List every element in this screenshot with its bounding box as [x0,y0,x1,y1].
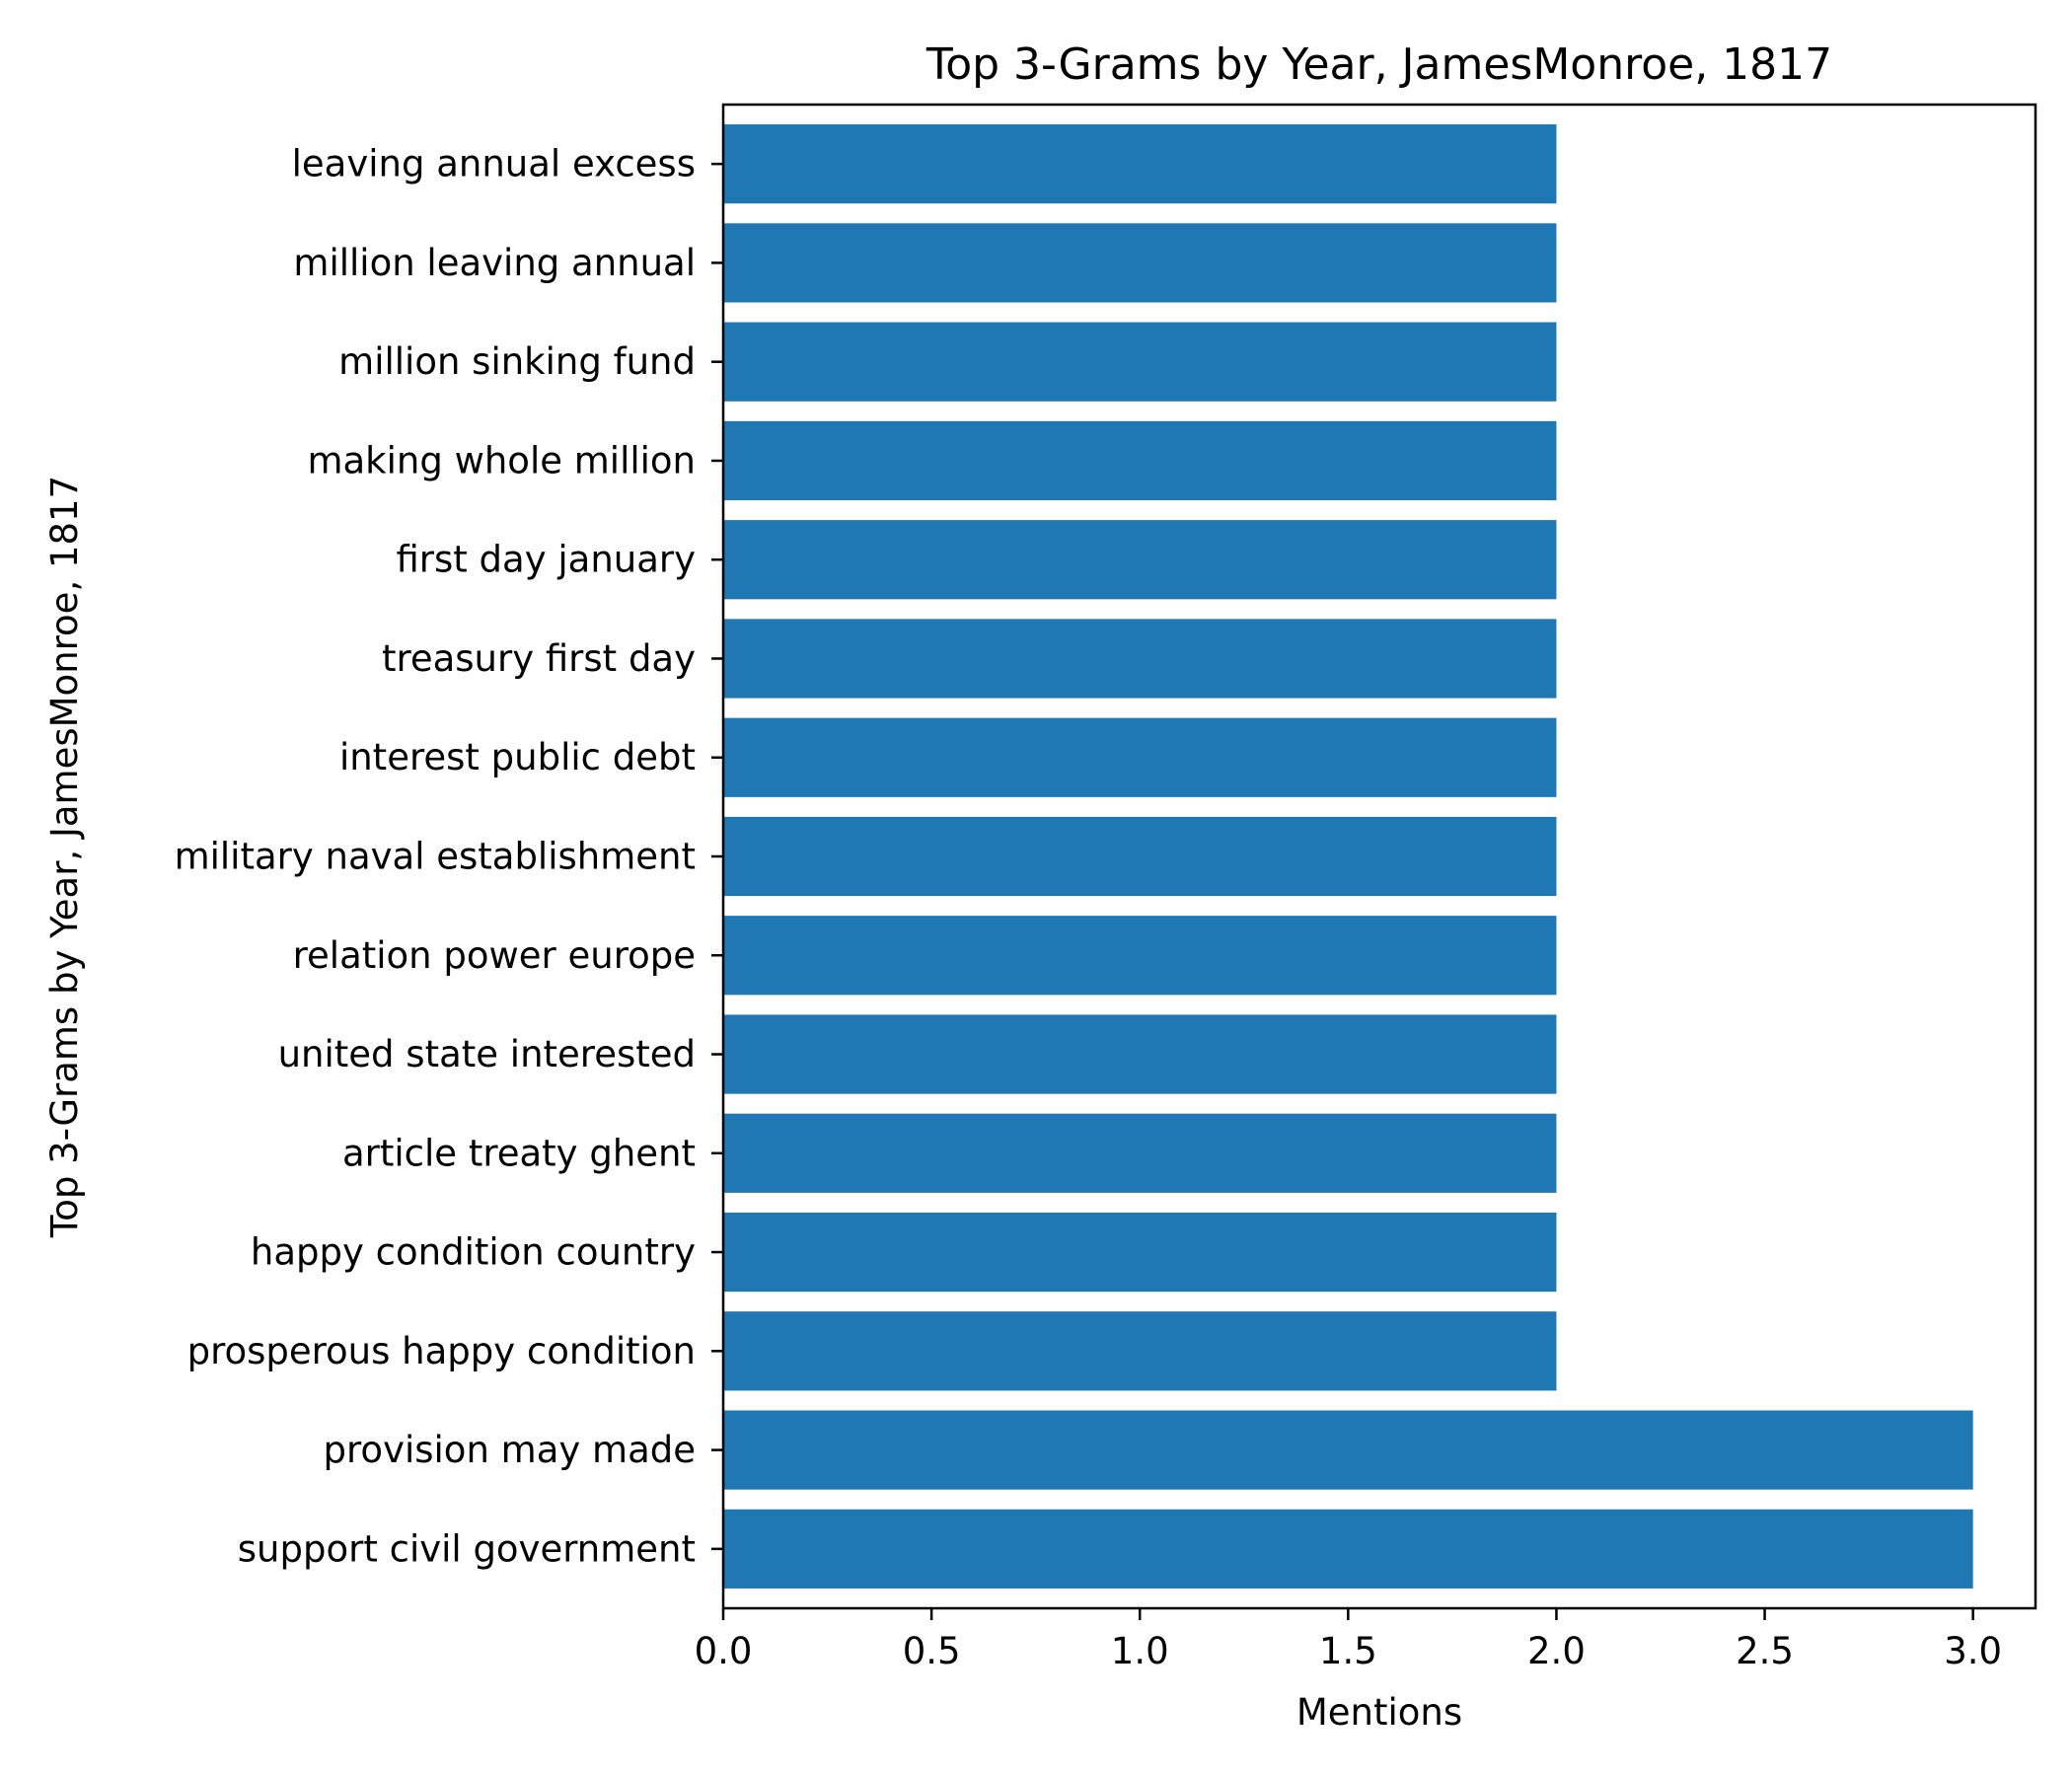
bar-9 [723,619,1557,699]
plot-frame [721,103,2037,1610]
y-axis: support civil government provision may ma… [175,143,723,1570]
bar-14 [723,124,1557,204]
x-tick-label-6: 3.0 [1944,1630,2002,1672]
y-tick-label-11: making whole million [307,439,696,481]
y-tick-label-3: happy condition country [251,1231,696,1274]
x-tick-label-1: 0.5 [903,1630,961,1672]
bar-5 [723,1014,1557,1094]
x-tick-label-4: 2.0 [1527,1630,1586,1672]
bar-8 [723,717,1557,797]
x-tick-label-2: 1.0 [1111,1630,1169,1672]
x-axis: 0.0 0.5 1.0 1.5 2.0 2.5 3.0 [695,1608,2002,1672]
chart-title: Top 3-Grams by Year, JamesMonroe, 1817 [925,39,1832,90]
bar-1 [723,1410,1973,1490]
bar-7 [723,816,1557,897]
y-tick-label-9: treasury first day [382,637,696,680]
y-tick-label-4: article treaty ghent [342,1132,696,1174]
bars-group [723,124,1973,1589]
y-tick-label-8: interest public debt [339,736,696,778]
x-tick-label-5: 2.5 [1736,1630,1794,1672]
bar-4 [723,1113,1557,1193]
y-tick-label-2: prosperous happy condition [187,1330,696,1372]
bar-2 [723,1311,1557,1391]
y-tick-label-5: united state interested [278,1033,696,1075]
y-axis-label: Top 3-Grams by Year, JamesMonroe, 1817 [43,476,86,1238]
bar-13 [723,223,1557,303]
x-tick-label-3: 1.5 [1319,1630,1377,1672]
y-tick-label-13: million leaving annual [293,242,696,284]
bar-12 [723,322,1557,402]
x-tick-label-0: 0.0 [695,1630,753,1672]
y-tick-label-10: first day january [396,539,696,581]
bar-6 [723,916,1557,996]
y-tick-label-12: million sinking fund [338,340,696,383]
y-tick-label-6: relation power europe [293,934,696,977]
bar-3 [723,1212,1557,1293]
y-tick-label-1: provision may made [324,1429,696,1471]
bar-10 [723,520,1557,600]
bar-11 [723,420,1557,501]
bar-0 [723,1509,1973,1589]
y-tick-label-14: leaving annual excess [292,143,696,185]
y-tick-label-7: military naval establishment [175,836,696,878]
x-axis-label: Mentions [1296,1691,1462,1734]
y-tick-label-0: support civil government [238,1527,696,1570]
